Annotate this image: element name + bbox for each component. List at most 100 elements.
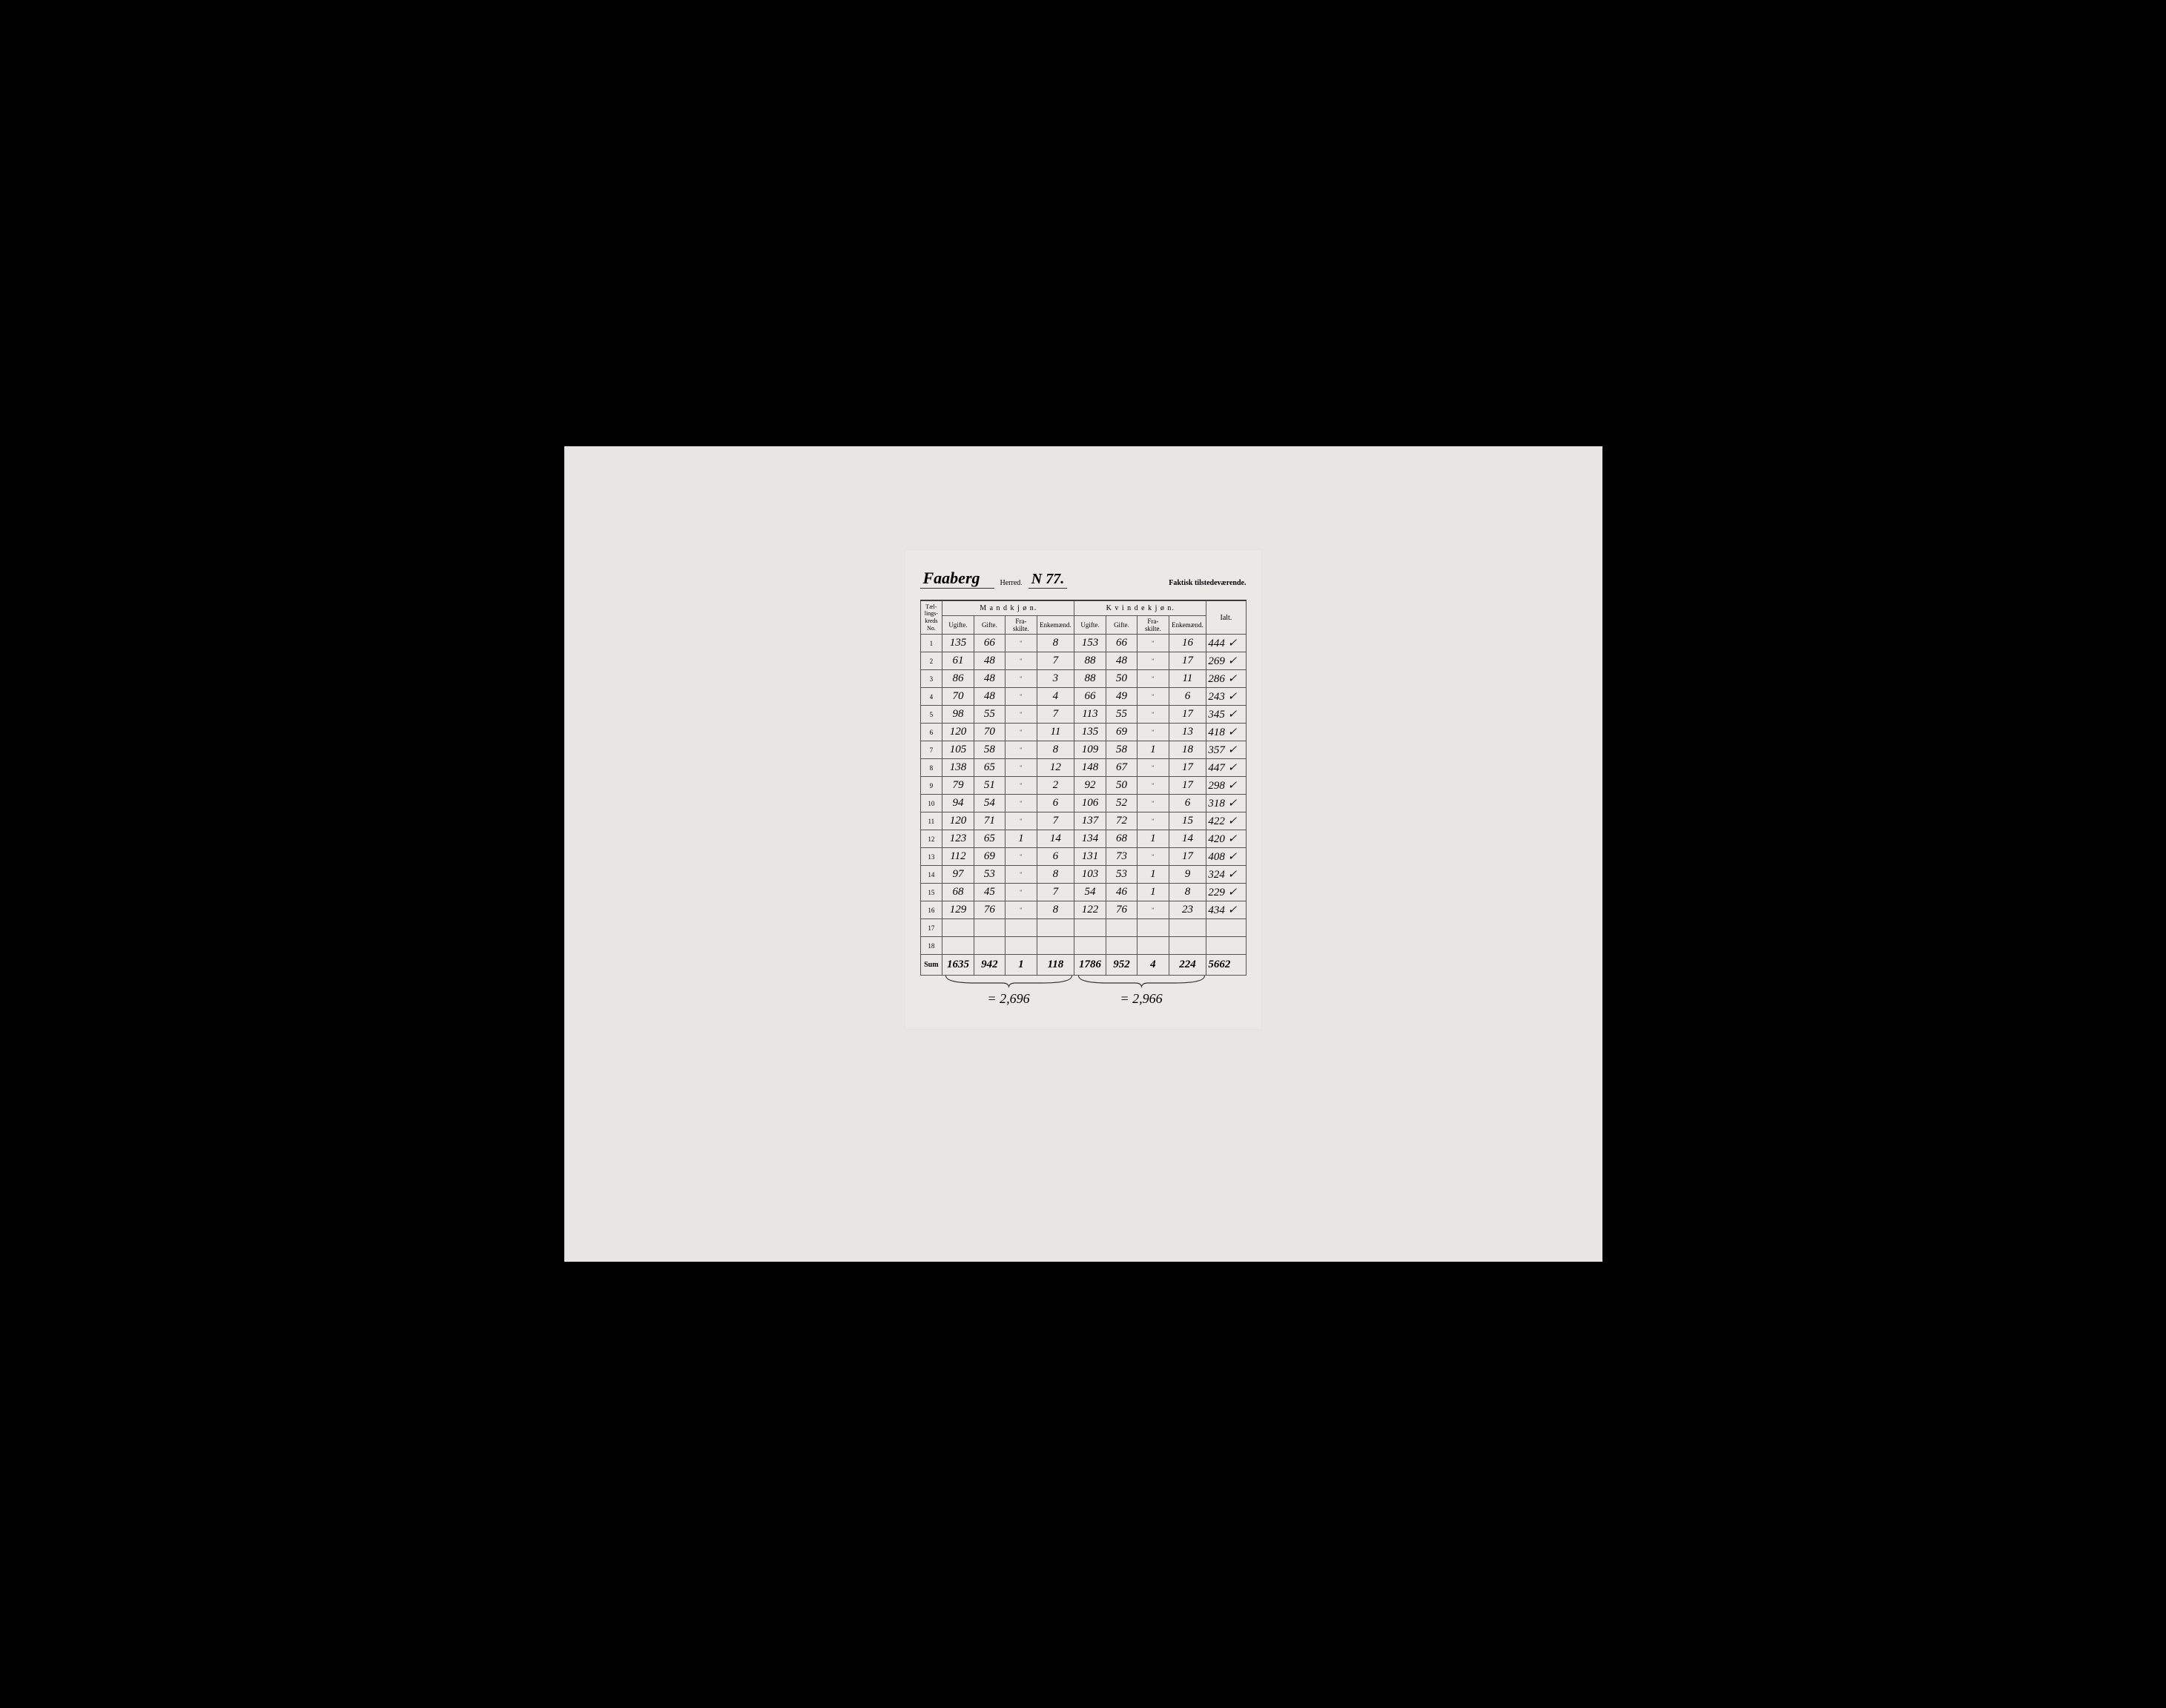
data-cell: 120	[942, 812, 974, 830]
table-row: 1112071"713772"15422 ✓	[920, 812, 1246, 830]
table-row: 710558"810958118357 ✓	[920, 741, 1246, 759]
table-row: 26148"78848"17269 ✓	[920, 652, 1246, 670]
data-cell: "	[1138, 812, 1169, 830]
data-cell: 17	[1169, 848, 1206, 866]
herred-label: Herred.	[1000, 579, 1023, 589]
row-total: 418 ✓	[1206, 724, 1246, 741]
row-number: 10	[920, 795, 942, 812]
data-cell: 69	[974, 848, 1005, 866]
data-cell: 13	[1169, 724, 1206, 741]
data-cell: 51	[974, 777, 1005, 795]
data-cell: 6	[1169, 688, 1206, 706]
data-cell: 14	[1169, 830, 1206, 848]
data-cell: 88	[1074, 670, 1106, 688]
table-row: 47048"46649"6243 ✓	[920, 688, 1246, 706]
data-cell: 12	[1037, 759, 1074, 777]
data-cell: 11	[1037, 724, 1074, 741]
data-cell: 7	[1037, 652, 1074, 670]
row-number: 13	[920, 848, 942, 866]
data-cell: 8	[1037, 901, 1074, 919]
data-cell: 68	[942, 884, 974, 901]
row-number: 2	[920, 652, 942, 670]
data-cell: 76	[1106, 901, 1137, 919]
row-number: 5	[920, 706, 942, 724]
data-cell: "	[1006, 884, 1037, 901]
data-cell: 9	[1169, 866, 1206, 884]
data-cell	[1138, 919, 1169, 937]
table-row: 109454"610652"6318 ✓	[920, 795, 1246, 812]
data-cell: 134	[1074, 830, 1106, 848]
data-cell: 17	[1169, 652, 1206, 670]
col-ialt: Ialt.	[1206, 601, 1246, 635]
col-m-ugifte: Ugifte.	[942, 616, 974, 635]
data-cell: 123	[942, 830, 974, 848]
sum-cell: 118	[1037, 955, 1074, 976]
data-cell: 65	[974, 759, 1005, 777]
data-cell: 66	[1074, 688, 1106, 706]
data-cell: "	[1006, 670, 1037, 688]
data-cell: "	[1006, 652, 1037, 670]
row-number: 7	[920, 741, 942, 759]
row-total	[1206, 937, 1246, 955]
brace-mand-total: = 2,696	[942, 991, 1075, 1007]
table-row: 17	[920, 919, 1246, 937]
data-cell: 15	[1169, 812, 1206, 830]
data-cell: 105	[942, 741, 974, 759]
sum-cell: 4	[1138, 955, 1169, 976]
data-cell: 68	[1106, 830, 1137, 848]
col-m-enkemaend: Enkemænd.	[1037, 616, 1074, 635]
data-cell: 8	[1037, 866, 1074, 884]
data-cell: 131	[1074, 848, 1106, 866]
data-cell: 86	[942, 670, 974, 688]
data-cell: "	[1006, 724, 1037, 741]
data-cell: 14	[1037, 830, 1074, 848]
table-row: 813865"1214867"17447 ✓	[920, 759, 1246, 777]
data-cell: 16	[1169, 635, 1206, 652]
row-number: 17	[920, 919, 942, 937]
data-cell: 67	[1106, 759, 1137, 777]
data-cell: 54	[1074, 884, 1106, 901]
data-cell: 97	[942, 866, 974, 884]
data-cell: 7	[1037, 884, 1074, 901]
data-cell: "	[1138, 795, 1169, 812]
data-cell: 18	[1169, 741, 1206, 759]
sum-cell: 1635	[942, 955, 974, 976]
table-row: 59855"711355"17345 ✓	[920, 706, 1246, 724]
data-cell: "	[1006, 866, 1037, 884]
table-row: 1612976"812276"23434 ✓	[920, 901, 1246, 919]
data-cell: "	[1138, 848, 1169, 866]
census-form: Faaberg Herred. N 77. Faktisk tilstedevæ…	[905, 550, 1261, 1029]
table-row: 121236511413468114420 ✓	[920, 830, 1246, 848]
sum-cell: 224	[1169, 955, 1206, 976]
data-cell: 120	[942, 724, 974, 741]
table-row: 1311269"613173"17408 ✓	[920, 848, 1246, 866]
row-number: 11	[920, 812, 942, 830]
col-k-gifte: Gifte.	[1106, 616, 1137, 635]
data-cell: 17	[1169, 759, 1206, 777]
brace-icon	[942, 974, 1075, 989]
table-row: 612070"1113569"13418 ✓	[920, 724, 1246, 741]
data-cell: 138	[942, 759, 974, 777]
data-cell	[1006, 919, 1037, 937]
data-cell	[1037, 919, 1074, 937]
data-cell: 106	[1074, 795, 1106, 812]
data-cell: 2	[1037, 777, 1074, 795]
col-k-fraskilte: Fra- skilte.	[1138, 616, 1169, 635]
row-total: 447 ✓	[1206, 759, 1246, 777]
data-cell: 58	[974, 741, 1005, 759]
faktisk-label: Faktisk tilstedeværende.	[1169, 579, 1246, 587]
data-cell: 6	[1169, 795, 1206, 812]
col-k-ugifte: Ugifte.	[1074, 616, 1106, 635]
data-cell: 72	[1106, 812, 1137, 830]
data-cell: 1	[1006, 830, 1037, 848]
data-cell: 113	[1074, 706, 1106, 724]
data-cell	[974, 937, 1005, 955]
data-cell: 48	[974, 670, 1005, 688]
data-cell: "	[1006, 901, 1037, 919]
census-table: Tæl- lings- kreds No. M a n d k j ø n. K…	[920, 600, 1247, 976]
data-cell: 129	[942, 901, 974, 919]
data-cell: 50	[1106, 670, 1137, 688]
row-total: 357 ✓	[1206, 741, 1246, 759]
data-cell: "	[1138, 759, 1169, 777]
row-total: 318 ✓	[1206, 795, 1246, 812]
